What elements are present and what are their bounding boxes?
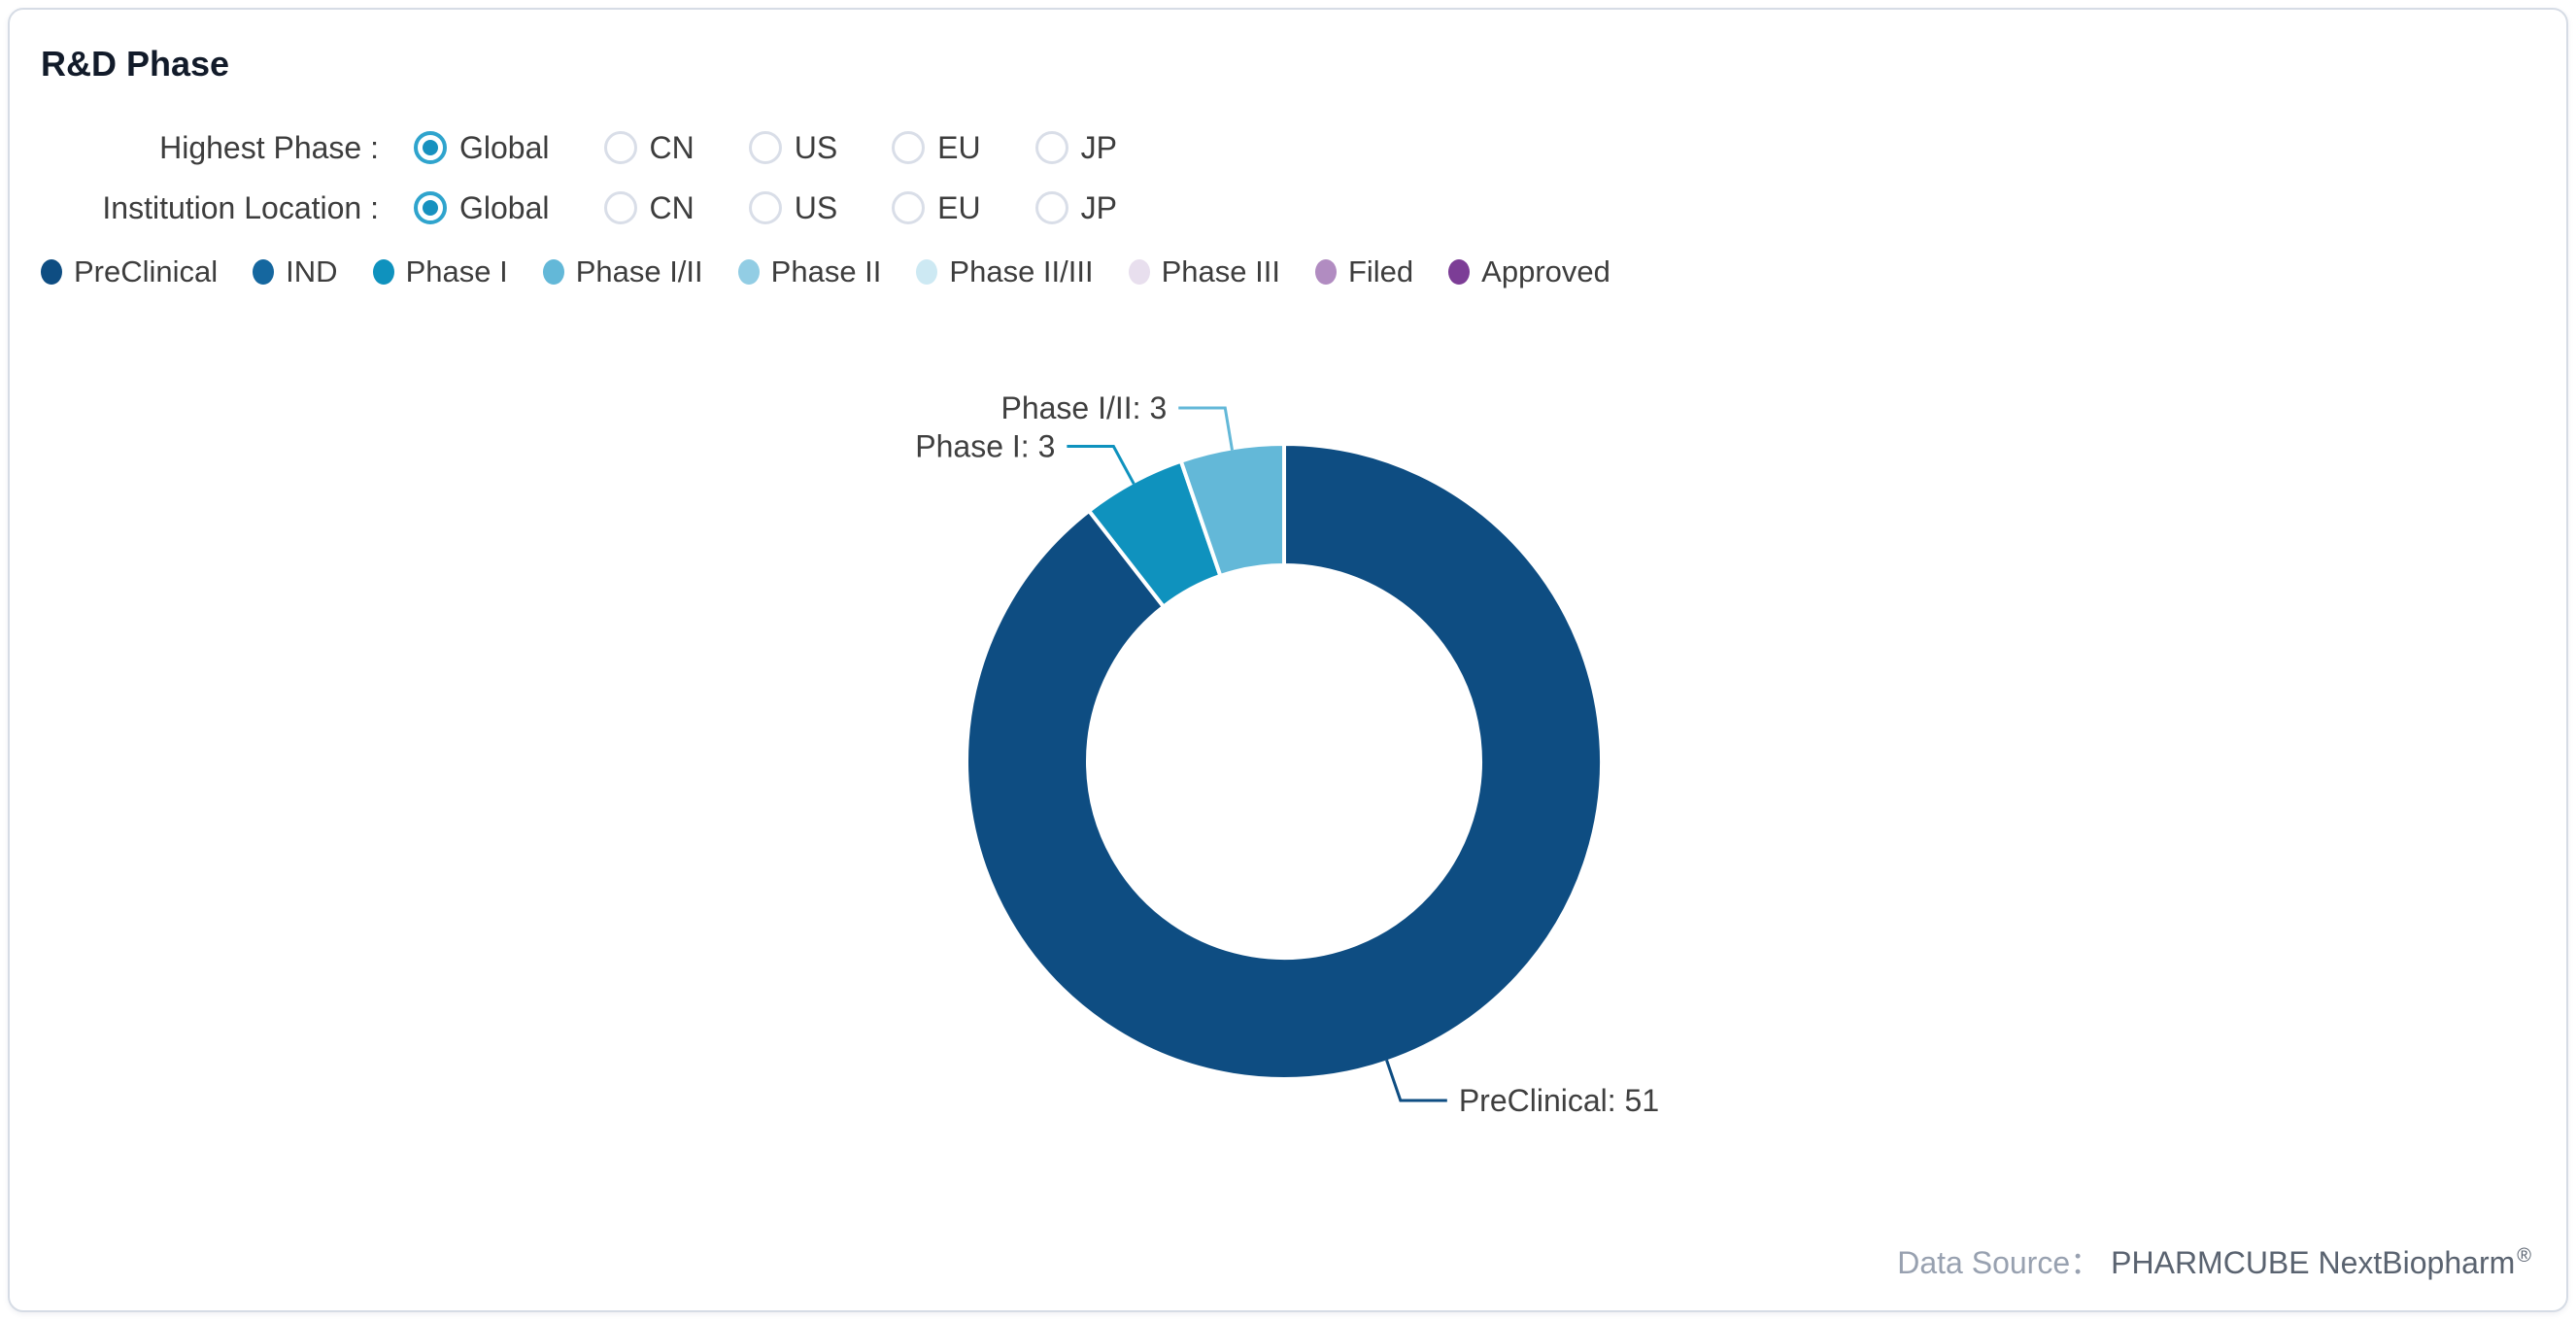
legend-label: Phase III	[1161, 254, 1280, 288]
radio-option-institution-location-us[interactable]: US	[748, 189, 838, 226]
radio-unselected-icon[interactable]	[603, 191, 637, 224]
radio-unselected-icon[interactable]	[892, 191, 926, 224]
legend-dot-icon	[253, 259, 275, 285]
radio-option-highest-phase-jp[interactable]: JP	[1034, 129, 1117, 166]
radio-option-label: JP	[1080, 189, 1117, 225]
filter-section: Highest Phase : Global CN US EU JP Instituti…	[41, 124, 2535, 231]
radio-option-label: CN	[649, 189, 695, 225]
legend-item-phase-ii[interactable]: Phase II	[737, 254, 882, 289]
radio-unselected-icon[interactable]	[748, 131, 782, 164]
filter-row-highest-phase: Highest Phase : Global CN US EU JP	[41, 124, 2535, 171]
legend-item-approved[interactable]: Approved	[1448, 254, 1610, 289]
rd-phase-card: R&D Phase Highest Phase : Global CN US EU JP…	[8, 8, 2568, 1312]
donut-slice-preclinical[interactable]	[965, 442, 1604, 1081]
radio-option-highest-phase-eu[interactable]: EU	[892, 129, 981, 166]
legend-label: Phase II/III	[949, 254, 1094, 288]
radio-option-institution-location-cn[interactable]: CN	[603, 189, 695, 226]
legend-label: Phase I/II	[575, 254, 703, 288]
radio-option-label: US	[794, 189, 838, 225]
card-title: R&D Phase	[41, 44, 230, 84]
legend-item-preclinical[interactable]: PreClinical	[41, 254, 218, 289]
radio-option-label: JP	[1080, 129, 1117, 165]
legend-item-ind[interactable]: IND	[253, 254, 338, 289]
data-source-value: PHARMCUBE NextBiopharm	[2111, 1245, 2516, 1280]
legend-label: Approved	[1481, 254, 1610, 288]
legend-dot-icon	[1128, 259, 1150, 285]
radio-option-institution-location-global[interactable]: Global	[414, 190, 550, 226]
radio-option-label: EU	[937, 129, 981, 165]
radio-group-highest-phase: Global CN US EU JP	[414, 130, 1117, 166]
legend-dot-icon	[737, 259, 760, 285]
radio-dot-icon	[423, 200, 438, 216]
radio-unselected-icon[interactable]	[1034, 191, 1068, 224]
radio-unselected-icon[interactable]	[892, 131, 926, 164]
legend-item-phase-i-ii[interactable]: Phase I/II	[542, 254, 703, 289]
radio-option-label: EU	[937, 189, 981, 225]
legend-dot-icon	[1314, 259, 1337, 285]
legend-dot-icon	[372, 259, 394, 285]
legend-dot-icon	[542, 259, 564, 285]
registered-mark-icon: ®	[2517, 1245, 2531, 1268]
radio-selected-icon[interactable]	[414, 131, 447, 164]
radio-option-label: CN	[649, 129, 695, 165]
radio-unselected-icon[interactable]	[603, 131, 637, 164]
radio-option-institution-location-jp[interactable]: JP	[1034, 189, 1117, 226]
radio-group-institution-location: Global CN US EU JP	[414, 190, 1117, 226]
legend-label: Phase II	[770, 254, 882, 288]
legend-label: Phase I	[405, 254, 508, 288]
radio-unselected-icon[interactable]	[1034, 131, 1068, 164]
radio-option-label: Global	[459, 129, 550, 165]
legend-dot-icon	[41, 259, 62, 285]
legend-item-filed[interactable]: Filed	[1314, 254, 1414, 289]
filter-label-institution-location: Institution Location :	[102, 189, 379, 225]
radio-option-highest-phase-cn[interactable]: CN	[603, 129, 695, 166]
donut-slice-phase-i-ii[interactable]	[1178, 442, 1286, 578]
radio-option-highest-phase-us[interactable]: US	[748, 129, 838, 166]
radio-unselected-icon[interactable]	[748, 191, 782, 224]
legend-item-phase-iii[interactable]: Phase III	[1128, 254, 1280, 289]
legend-label: PreClinical	[74, 254, 219, 288]
legend-item-phase-ii-iii[interactable]: Phase II/III	[916, 254, 1094, 289]
legend-label: IND	[286, 254, 338, 288]
radio-dot-icon	[423, 140, 438, 155]
radio-selected-icon[interactable]	[414, 191, 447, 224]
legend-label: Filed	[1347, 254, 1414, 288]
data-source: Data Source： PHARMCUBE NextBiopharm ®	[1897, 1238, 2531, 1283]
filter-label-highest-phase: Highest Phase :	[159, 129, 379, 165]
legend-dot-icon	[1448, 259, 1471, 285]
data-source-label: Data Source：	[1897, 1245, 2102, 1280]
filter-row-institution-location: Institution Location : Global CN US EU JP	[41, 185, 2535, 231]
legend-dot-icon	[916, 259, 938, 285]
radio-option-highest-phase-global[interactable]: Global	[414, 130, 550, 166]
radio-option-label: Global	[459, 189, 550, 225]
radio-option-institution-location-eu[interactable]: EU	[892, 189, 981, 226]
radio-option-label: US	[794, 129, 838, 165]
chart-legend: PreClinical IND Phase I Phase I/II Phase II P…	[41, 254, 2535, 289]
legend-item-phase-i[interactable]: Phase I	[372, 254, 508, 289]
